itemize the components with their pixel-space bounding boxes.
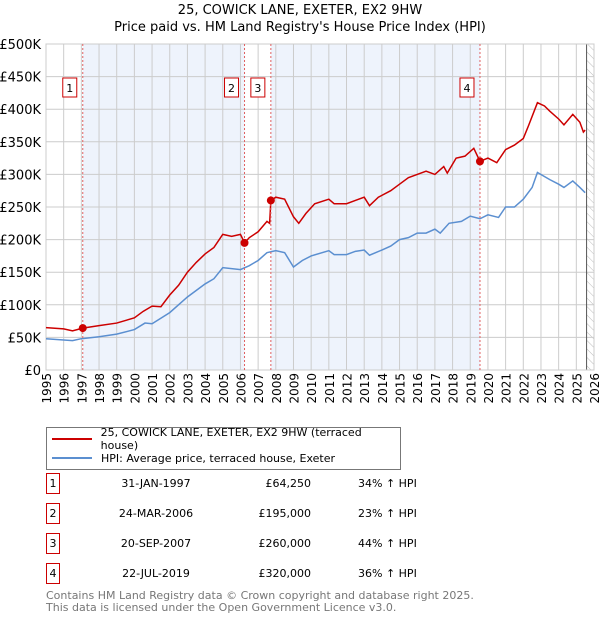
legend: 25, COWICK LANE, EXETER, EX2 9HW (terrac… [46, 426, 401, 470]
y-tick-label: £450K [0, 71, 41, 86]
x-tick-label: 2021 [500, 373, 514, 404]
legend-item-hpi: HPI: Average price, terraced house, Exet… [52, 450, 335, 466]
x-tick-label: 2022 [517, 373, 531, 404]
sale-number: 3 [46, 533, 60, 554]
chart-title: 25, COWICK LANE, EXETER, EX2 9HW [177, 3, 423, 18]
x-tick-label: 1999 [111, 373, 125, 404]
y-tick-label: £0 [24, 364, 41, 379]
x-tick-label: 2006 [234, 373, 248, 404]
sale-label: 4 [463, 82, 470, 95]
x-tick-label: 1995 [40, 373, 54, 404]
property-price-line [45, 101, 586, 332]
x-tick-label: 1997 [75, 373, 89, 404]
x-tick-label: 2023 [535, 373, 549, 404]
x-tick-label: 2001 [146, 373, 160, 404]
y-tick-label: £50K [8, 331, 42, 346]
sale-hpi-diff: 44% ↑ HPI [358, 537, 417, 550]
sale-number: 1 [46, 473, 60, 494]
x-tick-label: 2010 [305, 373, 319, 404]
x-tick-label: 2012 [341, 373, 355, 404]
x-tick-label: 2026 [588, 373, 600, 404]
x-tick-label: 2017 [429, 373, 443, 404]
sale-label: 3 [254, 82, 261, 95]
sale-label-box [250, 77, 266, 98]
footer: Contains HM Land Registry data © Crown c… [46, 590, 474, 614]
legend-item-property: 25, COWICK LANE, EXETER, EX2 9HW (terrac… [52, 426, 400, 452]
x-tick-label: 2015 [394, 373, 408, 404]
sale-price: £195,000 [258, 507, 312, 520]
sale-label-box [62, 77, 78, 98]
hpi-line [45, 171, 586, 342]
sale-label: 1 [66, 82, 73, 95]
sale-hpi-diff: 34% ↑ HPI [358, 477, 417, 490]
x-tick-label: 2005 [217, 373, 231, 404]
sale-number: 2 [46, 503, 60, 524]
sale-point [266, 196, 275, 205]
y-tick-label: £500K [0, 38, 41, 53]
x-tick-label: 1998 [93, 373, 107, 404]
x-tick-label: 2018 [447, 373, 461, 404]
sale-point [78, 324, 87, 333]
x-tick-label: 2024 [553, 373, 567, 404]
x-tick-label: 2002 [164, 373, 178, 404]
x-tick-label: 2004 [199, 373, 213, 404]
x-tick-label: 2019 [464, 373, 478, 404]
sale-date: 31-JAN-1997 [121, 477, 191, 490]
sale-hpi-diff: 36% ↑ HPI [358, 567, 417, 580]
footer-line-2: This data is licensed under the Open Gov… [46, 601, 397, 614]
x-tick-label: 2007 [252, 373, 266, 404]
sale-point [475, 157, 484, 166]
chart-subtitle: Price paid vs. HM Land Registry's House … [114, 20, 486, 35]
sale-price: £260,000 [258, 537, 312, 550]
sale-number: 4 [46, 563, 60, 584]
sale-date: 24-MAR-2006 [118, 507, 194, 520]
x-tick-label: 2000 [128, 373, 142, 404]
sale-row: 1 31-JAN-1997 £64,250 34% ↑ HPI [46, 473, 546, 494]
x-tick-label: 1996 [58, 373, 72, 404]
y-tick-label: £100K [0, 299, 41, 314]
plot-frame [45, 43, 595, 371]
y-tick-label: £350K [0, 136, 41, 151]
y-tick-label: £250K [0, 201, 41, 216]
x-tick-label: 2016 [411, 373, 425, 404]
sale-price: £320,000 [258, 567, 312, 580]
y-tick-label: £400K [0, 103, 41, 118]
legend-swatch-red [52, 438, 92, 440]
y-tick-label: £200K [0, 234, 41, 249]
x-tick-label: 2011 [323, 373, 337, 404]
sale-date: 22-JUL-2019 [122, 567, 190, 580]
legend-label: 25, COWICK LANE, EXETER, EX2 9HW (terrac… [100, 426, 362, 452]
price-chart: £0 £50K £100K £150K £200K £250K £300K £350K £400… [0, 38, 600, 404]
sale-label: 2 [228, 82, 235, 95]
sale-date: 20-SEP-2007 [120, 537, 192, 550]
legend-label: HPI: Average price, terraced house, Exet… [101, 451, 336, 465]
sale-row: 4 22-JUL-2019 £320,000 36% ↑ HPI [46, 563, 546, 584]
x-tick-label: 2008 [270, 373, 284, 404]
sale-label-box [459, 77, 475, 98]
sale-point [240, 238, 249, 247]
x-tick-label: 2013 [358, 373, 372, 404]
y-tick-label: £300K [0, 168, 41, 183]
footer-line-1: Contains HM Land Registry data © Crown c… [46, 589, 474, 602]
x-tick-label: 2020 [482, 373, 496, 404]
sale-hpi-diff: 23% ↑ HPI [358, 507, 417, 520]
sale-price: £64,250 [265, 477, 312, 490]
legend-swatch-blue [52, 457, 92, 459]
x-tick-label: 2014 [376, 373, 390, 404]
x-tick-label: 2003 [181, 373, 195, 404]
y-tick-label: £150K [0, 266, 41, 281]
x-tick-label: 2025 [570, 373, 584, 404]
sale-row: 3 20-SEP-2007 £260,000 44% ↑ HPI [46, 533, 546, 554]
x-tick-label: 2009 [287, 373, 301, 404]
sale-label-box [224, 77, 240, 98]
sale-row: 2 24-MAR-2006 £195,000 23% ↑ HPI [46, 503, 546, 524]
